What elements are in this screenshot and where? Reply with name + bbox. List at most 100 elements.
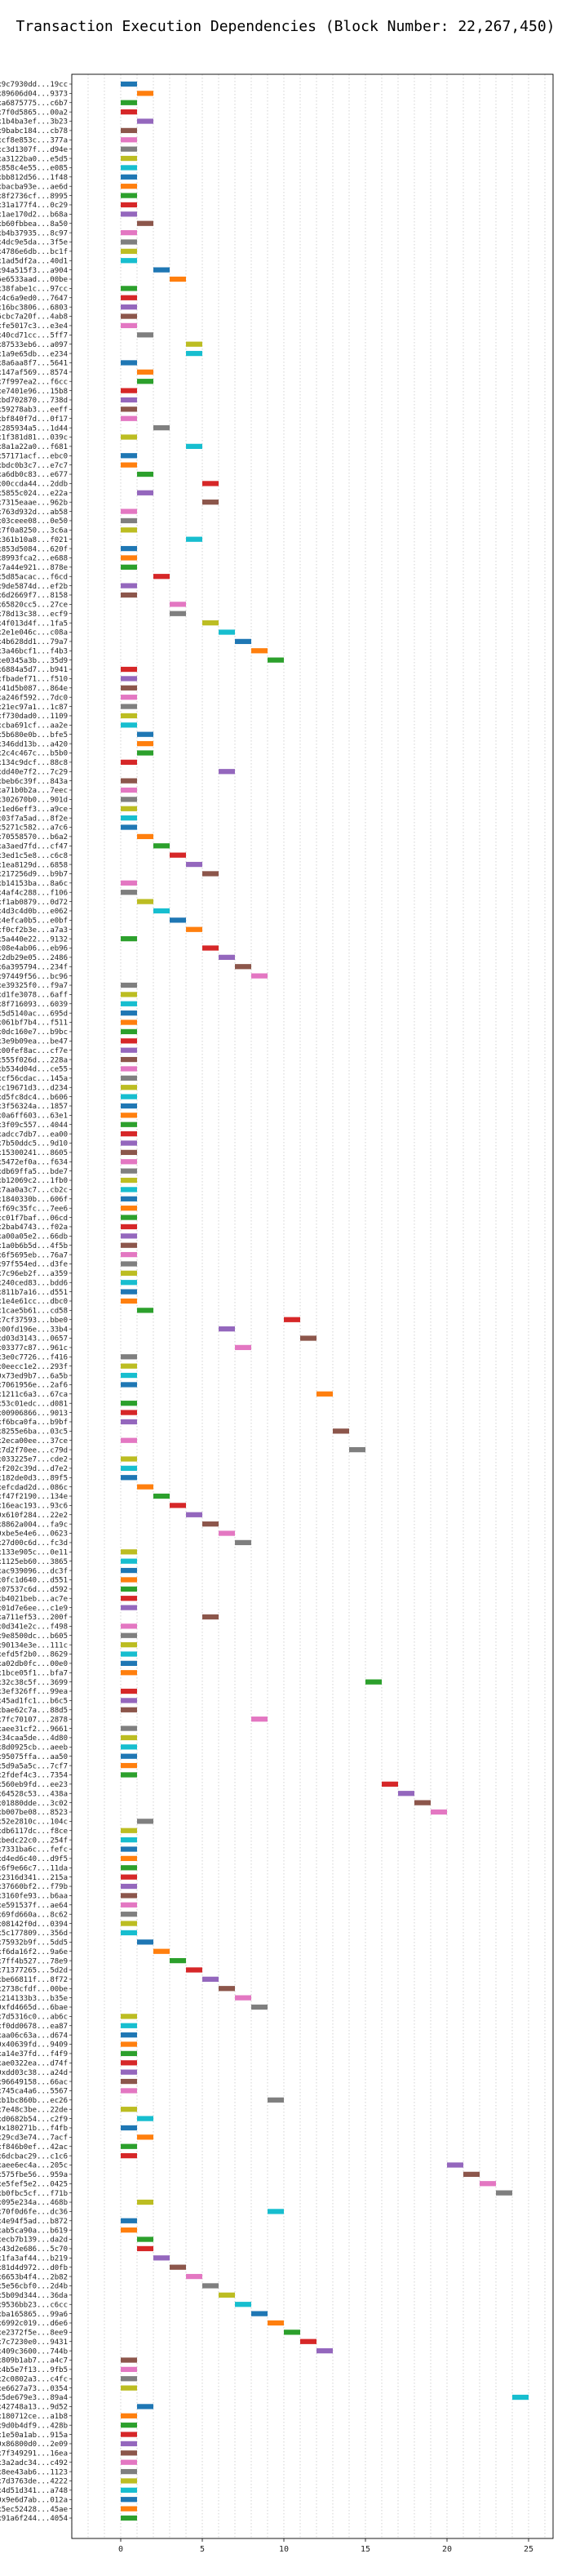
transaction-bar (121, 545, 137, 552)
y-tick-label: 0x03f7a5ad...8f2e (0, 815, 68, 823)
transaction-bar (121, 360, 137, 366)
y-tick-label: 0x9e8500dc...b605 (0, 1632, 68, 1641)
y-tick-label: 0xbd702870...738d (0, 397, 68, 405)
y-tick-label: 0xf6bca0fa...b9bf (0, 1419, 68, 1427)
transaction-bar (121, 1038, 137, 1044)
transaction-bar (186, 1967, 202, 1973)
transaction-bar (121, 2069, 137, 2075)
transaction-bar (121, 2459, 137, 2465)
y-tick-label: 0x45ad1fc1...b6c5 (0, 1698, 68, 1706)
transaction-bar (121, 509, 137, 514)
transaction-bar (121, 1113, 137, 1118)
transaction-bar (121, 1419, 137, 1425)
transaction-bar (121, 1280, 137, 1286)
y-tick-label: 0x809b1ab7...a4c7 (0, 2357, 68, 2365)
transaction-bar (121, 2441, 137, 2447)
transaction-bar (496, 2190, 512, 2196)
y-tick-label: 0x91a6f244...4054 (0, 2515, 68, 2523)
y-tick-label: 0xefcdad2d...086c (0, 1484, 68, 1492)
y-tick-label: 0x8ee43ab6...1123 (0, 2468, 68, 2476)
transaction-bar (121, 2478, 137, 2484)
transaction-bar (121, 2497, 137, 2503)
y-tick-label: 0x3a46bcf1...f4b3 (0, 647, 68, 655)
transaction-bar (300, 1335, 316, 1341)
chart-title: Transaction Execution Dependencies (Bloc… (15, 18, 556, 35)
transaction-bar (121, 2487, 137, 2493)
y-tick-label: 0x38fabe1c...97cc (0, 286, 68, 294)
y-tick-label: 0x0eecc1e2...293f (0, 1363, 68, 1371)
y-tick-label: 0xbe66811f...8f72 (0, 1976, 68, 1984)
y-tick-label: 0x409c3600...744b (0, 2347, 68, 2356)
transaction-bar (121, 1930, 137, 1936)
transaction-bar (414, 1800, 431, 1805)
transaction-bar (137, 2245, 153, 2252)
transaction-bar (235, 638, 251, 645)
transaction-bar (219, 1530, 235, 1536)
transaction-bar (121, 935, 137, 942)
transaction-bar (186, 350, 202, 357)
y-tick-label: 0x133e905c...0e11 (0, 1549, 68, 1557)
transaction-bar (121, 666, 137, 673)
y-tick-label: 0xa6db0c83...e677 (0, 471, 68, 479)
transaction-bar (121, 1437, 137, 1443)
transaction-bar (235, 964, 251, 970)
y-tick-label: 0x29cd3e74...7acf (0, 2134, 68, 2143)
transaction-bar (137, 750, 153, 756)
transaction-bar (137, 2134, 153, 2140)
y-tick-label: 0x00fef8ac...cf7e (0, 1047, 68, 1055)
transaction-bar (121, 1075, 137, 1081)
y-tick-label: 0x95075ffa...aa50 (0, 1753, 68, 1761)
transaction-bar (121, 527, 137, 533)
transaction-bar (121, 1837, 137, 1843)
transaction-bar (186, 926, 202, 932)
y-tick-label: 0xf6da16f2...9a6e (0, 1948, 68, 1956)
y-tick-label: 0x27d00c6d...fc3d (0, 1539, 68, 1548)
transaction-bar (121, 1177, 137, 1184)
transaction-bar (202, 481, 219, 486)
y-tick-label: 0x858c4e55...e085 (0, 165, 68, 173)
transaction-bar (121, 1912, 137, 1917)
y-tick-label: 0xc19671d3...d234 (0, 1084, 68, 1092)
transaction-bar (121, 1893, 137, 1899)
transaction-bar (137, 833, 153, 840)
transaction-bar (121, 322, 137, 329)
transaction-bar (121, 704, 137, 709)
transaction-bar (219, 1326, 235, 1332)
transaction-bar (121, 295, 137, 300)
y-tick-label: 0x8a6aa8f7...5641 (0, 360, 68, 368)
transaction-bar (121, 127, 137, 134)
transaction-bar (121, 1159, 137, 1165)
y-tick-label: 0x7061956e...2af6 (0, 1382, 68, 1390)
y-tick-label: 0x01880dde...3c02 (0, 1800, 68, 1808)
y-tick-label: 0xa246f592...7dc0 (0, 694, 68, 702)
y-tick-label: 0x1ae170d2...b68a (0, 211, 68, 220)
y-tick-label: 0xfd4665d...6bae (0, 2004, 68, 2012)
transaction-bar (121, 406, 137, 412)
y-tick-label: 0x71377265...5d2d (0, 1967, 68, 1975)
transaction-bar (121, 2227, 137, 2233)
transaction-bar (121, 1688, 137, 1694)
transaction-bar (121, 1056, 137, 1063)
transaction-bar (121, 1410, 137, 1415)
transaction-bar (463, 2171, 480, 2178)
y-tick-label: 0xf69c35fc...7ee6 (0, 1205, 68, 1213)
y-tick-label: 0x5271c582...a7c6 (0, 824, 68, 833)
transaction-bar (219, 1986, 235, 1992)
y-tick-label: 0x5472ef0a...f634 (0, 1158, 68, 1166)
y-tick-label: 0x5d5140ac...695d (0, 1010, 68, 1018)
y-tick-label: 0xe0345a3b...35d9 (0, 657, 68, 665)
transaction-bar (121, 1586, 137, 1592)
transaction-bar (137, 220, 153, 226)
transaction-bar (121, 1753, 137, 1759)
transaction-bar (202, 1521, 219, 1527)
y-tick-label: 0x8f2736cf...8995 (0, 193, 68, 201)
y-tick-label: 0x41d5b087...864e (0, 685, 68, 693)
y-tick-label: 0x7f997ea2...f6cc (0, 378, 68, 386)
transaction-bar (121, 1567, 137, 1574)
y-tick-label: 0x6992c019...d6e6 (0, 2320, 68, 2328)
transaction-bar (121, 583, 137, 588)
transaction-bar (202, 1976, 219, 1982)
y-tick-label: 0x1cae5b61...cd58 (0, 1308, 68, 1316)
y-tick-label: 0x763d932d...ab58 (0, 509, 68, 517)
y-tick-label: 0x03377c87...961c (0, 1344, 68, 1352)
